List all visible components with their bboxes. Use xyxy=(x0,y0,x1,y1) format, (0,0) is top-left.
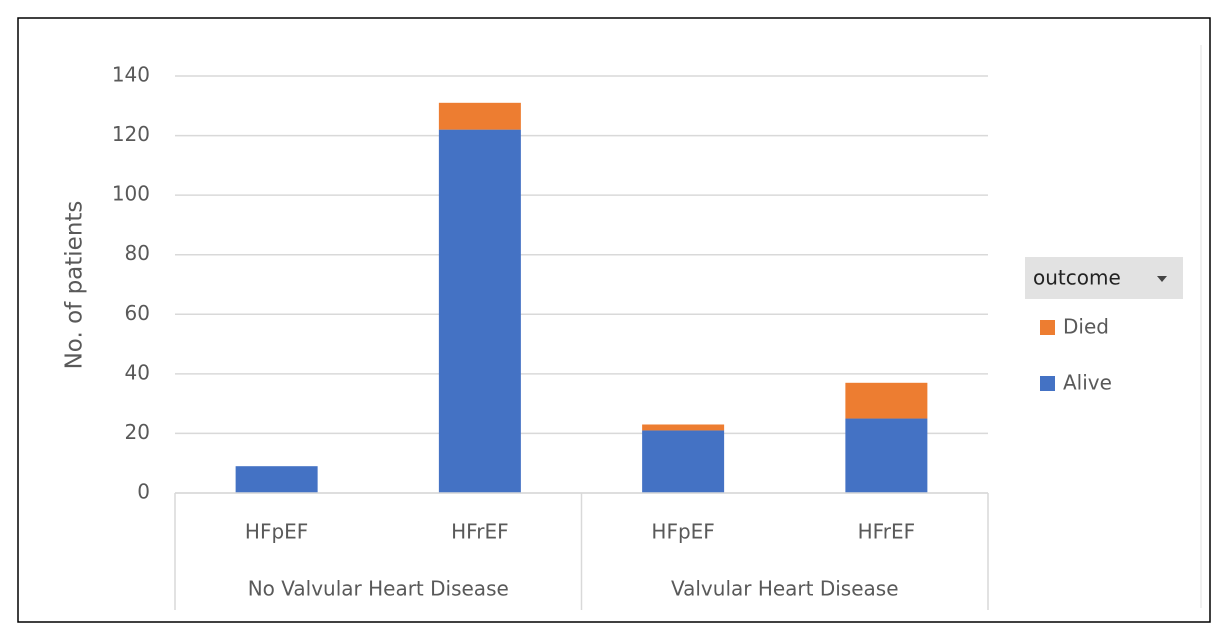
bar-segment xyxy=(642,430,725,493)
legend-label: Died xyxy=(1063,315,1109,339)
legend-label: Alive xyxy=(1063,371,1112,395)
y-tick-label: 0 xyxy=(137,480,150,504)
y-tick-label: 80 xyxy=(125,241,150,265)
y-tick-label: 140 xyxy=(112,63,150,87)
y-axis-title: No. of patients xyxy=(62,201,88,370)
frame xyxy=(17,17,1211,623)
legend-swatch xyxy=(1040,320,1055,335)
bar-segment xyxy=(438,102,521,130)
legend-title[interactable]: outcome xyxy=(1033,266,1121,290)
legend-swatch xyxy=(1040,376,1055,391)
bar-segment xyxy=(845,418,928,493)
y-tick-label: 40 xyxy=(125,360,150,384)
x-tick-label: HFpEF xyxy=(245,520,308,544)
dropdown-arrow[interactable] xyxy=(1157,276,1167,282)
legend-box[interactable] xyxy=(1025,257,1183,299)
y-tick-label: 60 xyxy=(125,301,150,325)
y-tick-label: 100 xyxy=(112,182,150,206)
x-tick-label: HFpEF xyxy=(651,520,714,544)
x-tick-label: HFrEF xyxy=(858,520,915,544)
bar-segment xyxy=(642,424,725,431)
legend-header[interactable]: outcome xyxy=(1025,257,1183,299)
bar-segment xyxy=(438,129,521,493)
y-tick-label: 20 xyxy=(125,420,150,444)
y-tick-label: 120 xyxy=(112,122,150,146)
x-tick-label: HFrEF xyxy=(451,520,508,544)
bar-segment xyxy=(235,466,318,493)
bar-segment xyxy=(845,382,928,419)
group-label: Valvular Heart Disease xyxy=(671,577,899,601)
group-label: No Valvular Heart Disease xyxy=(248,577,509,601)
